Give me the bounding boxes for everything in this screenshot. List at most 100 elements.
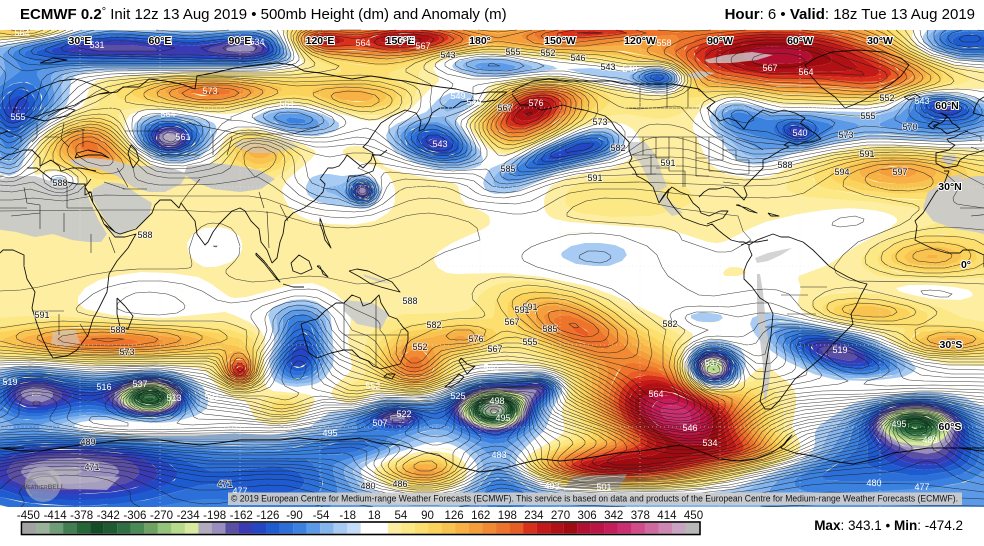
svg-text:180°: 180° xyxy=(469,35,491,47)
svg-text:495: 495 xyxy=(495,413,510,423)
svg-text:-306: -306 xyxy=(123,510,146,522)
svg-text:-198: -198 xyxy=(203,510,226,522)
svg-text:234: 234 xyxy=(524,510,544,522)
svg-text:591: 591 xyxy=(34,310,49,320)
svg-text:-270: -270 xyxy=(150,510,173,522)
svg-text:552: 552 xyxy=(412,342,427,352)
svg-text:486: 486 xyxy=(392,479,407,489)
svg-text:564: 564 xyxy=(355,38,370,48)
svg-text:-54: -54 xyxy=(313,510,330,522)
svg-text:576: 576 xyxy=(528,98,543,108)
svg-text:567: 567 xyxy=(504,317,519,327)
svg-text:-234: -234 xyxy=(177,510,201,522)
svg-text:555: 555 xyxy=(860,111,875,121)
svg-text:582: 582 xyxy=(662,319,677,329)
svg-text:90°E: 90°E xyxy=(229,35,252,47)
svg-text:477: 477 xyxy=(232,486,247,496)
svg-text:540: 540 xyxy=(622,64,637,74)
svg-text:150°E: 150°E xyxy=(386,35,415,47)
svg-text:585: 585 xyxy=(500,164,515,174)
svg-text:555: 555 xyxy=(10,112,25,122)
svg-text:588: 588 xyxy=(137,230,152,240)
svg-text:573: 573 xyxy=(838,130,853,140)
svg-text:552: 552 xyxy=(540,48,555,58)
svg-text:126: 126 xyxy=(445,510,464,522)
svg-text:534: 534 xyxy=(702,438,717,448)
svg-text:519: 519 xyxy=(2,377,17,387)
svg-text:591: 591 xyxy=(660,158,675,168)
svg-text:570: 570 xyxy=(400,35,415,45)
svg-text:30°N: 30°N xyxy=(938,181,961,193)
svg-text:498: 498 xyxy=(489,396,504,406)
svg-text:480: 480 xyxy=(866,478,881,488)
svg-text:516: 516 xyxy=(96,382,111,392)
svg-text:0°: 0° xyxy=(961,259,971,271)
svg-text:414: 414 xyxy=(657,510,677,522)
svg-text:471: 471 xyxy=(217,479,232,489)
svg-text:30°W: 30°W xyxy=(867,35,893,47)
svg-text:270: 270 xyxy=(551,510,570,522)
svg-text:561: 561 xyxy=(175,132,190,142)
svg-text:543: 543 xyxy=(914,96,929,106)
svg-text:588: 588 xyxy=(777,160,792,170)
svg-text:450: 450 xyxy=(684,510,703,522)
svg-text:489: 489 xyxy=(922,435,937,445)
svg-text:120°E: 120°E xyxy=(306,35,335,47)
svg-text:30°E: 30°E xyxy=(69,35,92,47)
svg-text:573: 573 xyxy=(592,117,607,127)
svg-text:570: 570 xyxy=(902,122,917,132)
svg-text:513: 513 xyxy=(166,393,181,403)
svg-text:-450: -450 xyxy=(17,510,40,522)
svg-text:-414: -414 xyxy=(44,510,68,522)
svg-text:549: 549 xyxy=(466,97,481,107)
svg-text:150°W: 150°W xyxy=(544,35,576,47)
svg-text:546: 546 xyxy=(570,53,585,63)
svg-text:531: 531 xyxy=(89,40,104,50)
svg-text:582: 582 xyxy=(610,143,625,153)
svg-text:558: 558 xyxy=(656,38,671,48)
svg-text:-18: -18 xyxy=(339,510,356,522)
svg-text:531: 531 xyxy=(204,392,219,402)
svg-text:507: 507 xyxy=(372,418,387,428)
svg-text:120°W: 120°W xyxy=(624,35,656,47)
svg-text:495: 495 xyxy=(891,419,906,429)
svg-text:Max: 343.1 • Min: -474.2: Max: 343.1 • Min: -474.2 xyxy=(814,518,963,533)
svg-text:582: 582 xyxy=(426,320,441,330)
svg-text:-90: -90 xyxy=(286,510,303,522)
svg-text:534: 534 xyxy=(249,37,264,47)
svg-text:90: 90 xyxy=(421,510,434,522)
svg-text:483: 483 xyxy=(491,450,506,460)
svg-text:537: 537 xyxy=(132,379,147,389)
svg-text:342: 342 xyxy=(604,510,623,522)
svg-text:552: 552 xyxy=(879,93,894,103)
svg-text:594: 594 xyxy=(834,167,849,177)
svg-text:543: 543 xyxy=(432,139,447,149)
svg-text:555: 555 xyxy=(522,337,537,347)
svg-text:90°W: 90°W xyxy=(707,35,733,47)
svg-text:591: 591 xyxy=(522,302,537,312)
svg-text:549: 549 xyxy=(450,91,465,101)
svg-text:552: 552 xyxy=(365,381,380,391)
svg-text:591: 591 xyxy=(859,149,874,159)
svg-text:564: 564 xyxy=(648,389,663,399)
svg-text:480: 480 xyxy=(360,481,375,491)
svg-text:561: 561 xyxy=(279,99,294,109)
svg-text:162: 162 xyxy=(471,510,490,522)
svg-text:540: 540 xyxy=(483,363,498,373)
svg-text:567: 567 xyxy=(762,63,777,73)
svg-text:306: 306 xyxy=(578,510,597,522)
svg-text:564: 564 xyxy=(798,67,813,77)
svg-text:519: 519 xyxy=(832,345,847,355)
svg-text:378: 378 xyxy=(631,510,650,522)
svg-text:© 2019 European Centre for Med: © 2019 European Centre for Medium-range … xyxy=(231,494,958,504)
svg-text:567: 567 xyxy=(415,41,430,51)
svg-text:588: 588 xyxy=(110,325,125,335)
svg-text:543: 543 xyxy=(440,50,455,60)
svg-text:543: 543 xyxy=(600,62,615,72)
svg-text:471: 471 xyxy=(84,462,99,472)
svg-text:540: 540 xyxy=(792,128,807,138)
svg-text:573: 573 xyxy=(202,86,217,96)
svg-text:522: 522 xyxy=(396,409,411,419)
svg-text:489: 489 xyxy=(80,437,95,447)
svg-text:501: 501 xyxy=(596,482,611,492)
